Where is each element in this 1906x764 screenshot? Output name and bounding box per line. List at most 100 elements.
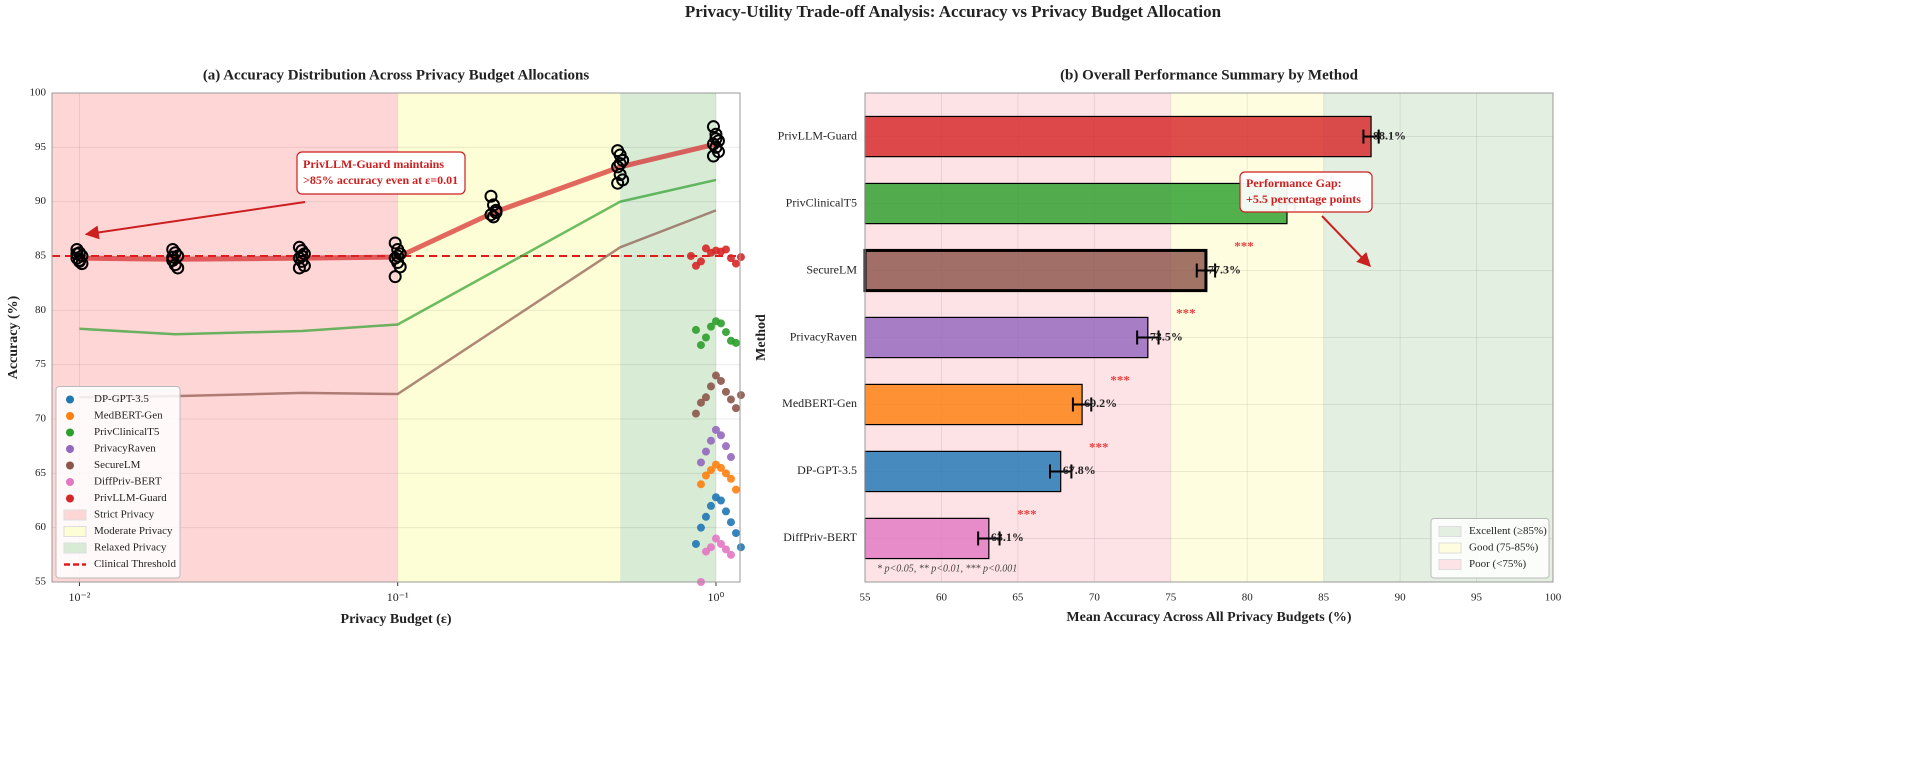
x-axis-label: Mean Accuracy Across All Privacy Budgets…: [1066, 610, 1351, 625]
significance-label: ***: [1110, 372, 1130, 387]
trial-point: [709, 132, 723, 146]
y-tick-label: SecureLM: [806, 262, 857, 276]
legend-label: PrivLLM-Guard: [94, 492, 167, 504]
annotation-box: [1239, 171, 1373, 213]
swarm-point: [701, 512, 710, 521]
swarm-point: [701, 244, 710, 253]
x-tick-label: 60: [936, 592, 948, 604]
swarm-point: [731, 404, 740, 413]
value-label: 88.1%: [1373, 128, 1406, 142]
legend-label: Strict Privacy: [94, 509, 155, 521]
swarm-point: [686, 252, 695, 260]
y-tick-label: 75: [35, 358, 47, 370]
x-tick-label: 10⁻¹: [387, 590, 409, 604]
bar: [864, 316, 1149, 359]
legend-label: Excellent (≥85%): [1469, 525, 1547, 537]
swarm-point: [696, 341, 705, 350]
trial-point: [168, 258, 182, 272]
trial-point: [611, 176, 625, 190]
y-tick-label: 95: [35, 141, 47, 153]
swarm-point: [721, 245, 730, 254]
trial-point: [706, 120, 720, 134]
trial-point: [611, 160, 625, 174]
legend-label: DiffPriv-BERT: [94, 476, 162, 488]
x-tick-label: 75: [1165, 592, 1177, 604]
bar: [864, 383, 1083, 426]
y-tick-label: PrivacyRaven: [790, 329, 857, 343]
value-label: 69.2%: [1084, 396, 1117, 410]
swarm-point: [711, 425, 720, 434]
value-label: 67.8%: [1063, 463, 1096, 477]
swarm-point: [726, 395, 735, 404]
legend-label: MedBERT-Gen: [94, 410, 163, 422]
swarm-point: [711, 371, 720, 380]
legend-marker: [66, 494, 74, 503]
annotation-arrow: [1321, 215, 1371, 268]
legend-label: PrivClinicalT5: [94, 426, 160, 438]
swarm-point: [716, 376, 725, 385]
legend-label: PrivacyRaven: [94, 443, 156, 455]
significance-label: ***: [1017, 506, 1037, 521]
x-axis-label: Privacy Budget (ε): [341, 612, 452, 627]
swarm-point: [706, 322, 715, 331]
legend-marker: [66, 395, 74, 404]
y-tick-label: 55: [35, 576, 47, 588]
swarm-point: [736, 253, 745, 262]
legend-marker: [66, 428, 74, 437]
swarm-point: [701, 547, 710, 556]
swarm-point: [726, 550, 735, 559]
swarm-point: [721, 507, 730, 516]
series-line: [79, 178, 717, 336]
value-label: 63.1%: [991, 530, 1024, 544]
bar: [864, 450, 1062, 493]
y-tick-label: 90: [35, 195, 47, 207]
swarm-point: [721, 442, 730, 451]
panel-title: (a) Accuracy Distribution Across Privacy…: [203, 67, 590, 83]
swarm-point: [721, 387, 730, 396]
swarm-point: [736, 543, 745, 552]
swarm-point: [706, 436, 715, 445]
swarm-point: [691, 261, 700, 270]
y-tick-label: PrivLLM-Guard: [778, 128, 857, 142]
x-tick-label: 10⁻²: [68, 590, 90, 604]
y-tick-label: 100: [30, 87, 47, 99]
y-tick-label: 65: [35, 467, 47, 479]
y-tick-label: 70: [35, 413, 47, 425]
swarm-point: [691, 539, 700, 548]
swarm-point: [696, 458, 705, 467]
swarm-point: [731, 485, 740, 494]
x-tick-label: 70: [1089, 592, 1101, 604]
legend-marker: [66, 412, 74, 420]
trial-point: [75, 257, 89, 271]
swarm-point: [701, 393, 710, 402]
swarm-point: [721, 328, 730, 337]
y-axis-label: Method: [754, 314, 769, 361]
significance-label: ***: [1176, 305, 1196, 320]
trial-point: [295, 249, 309, 263]
value-label: 73.5%: [1150, 329, 1183, 343]
y-tick-label: MedBERT-Gen: [782, 396, 857, 410]
trial-point: [706, 149, 720, 163]
swarm-point: [706, 466, 715, 475]
swarm-point: [721, 545, 730, 554]
x-tick-label: 90: [1395, 592, 1407, 604]
trial-point: [292, 261, 306, 275]
swarm-point: [691, 325, 700, 334]
bar: [863, 248, 1208, 293]
swarm-point: [731, 338, 740, 347]
swarm-point: [706, 382, 715, 391]
trial-point: [171, 261, 185, 275]
trial-point: [388, 270, 402, 284]
legend-label: Clinical Threshold: [94, 558, 176, 570]
x-tick-label: 95: [1471, 592, 1483, 604]
swarm-point: [696, 480, 705, 489]
significance-label: ***: [1234, 238, 1254, 253]
panel-title: (b) Overall Performance Summary by Metho…: [1060, 67, 1359, 83]
legend-label: Good (75-85%): [1469, 542, 1539, 554]
annotation-box: [296, 151, 466, 195]
annotation-arrow: [84, 201, 306, 240]
swarm-point: [716, 431, 725, 440]
plot-frame: [864, 92, 1554, 583]
legend-marker: [63, 509, 87, 521]
